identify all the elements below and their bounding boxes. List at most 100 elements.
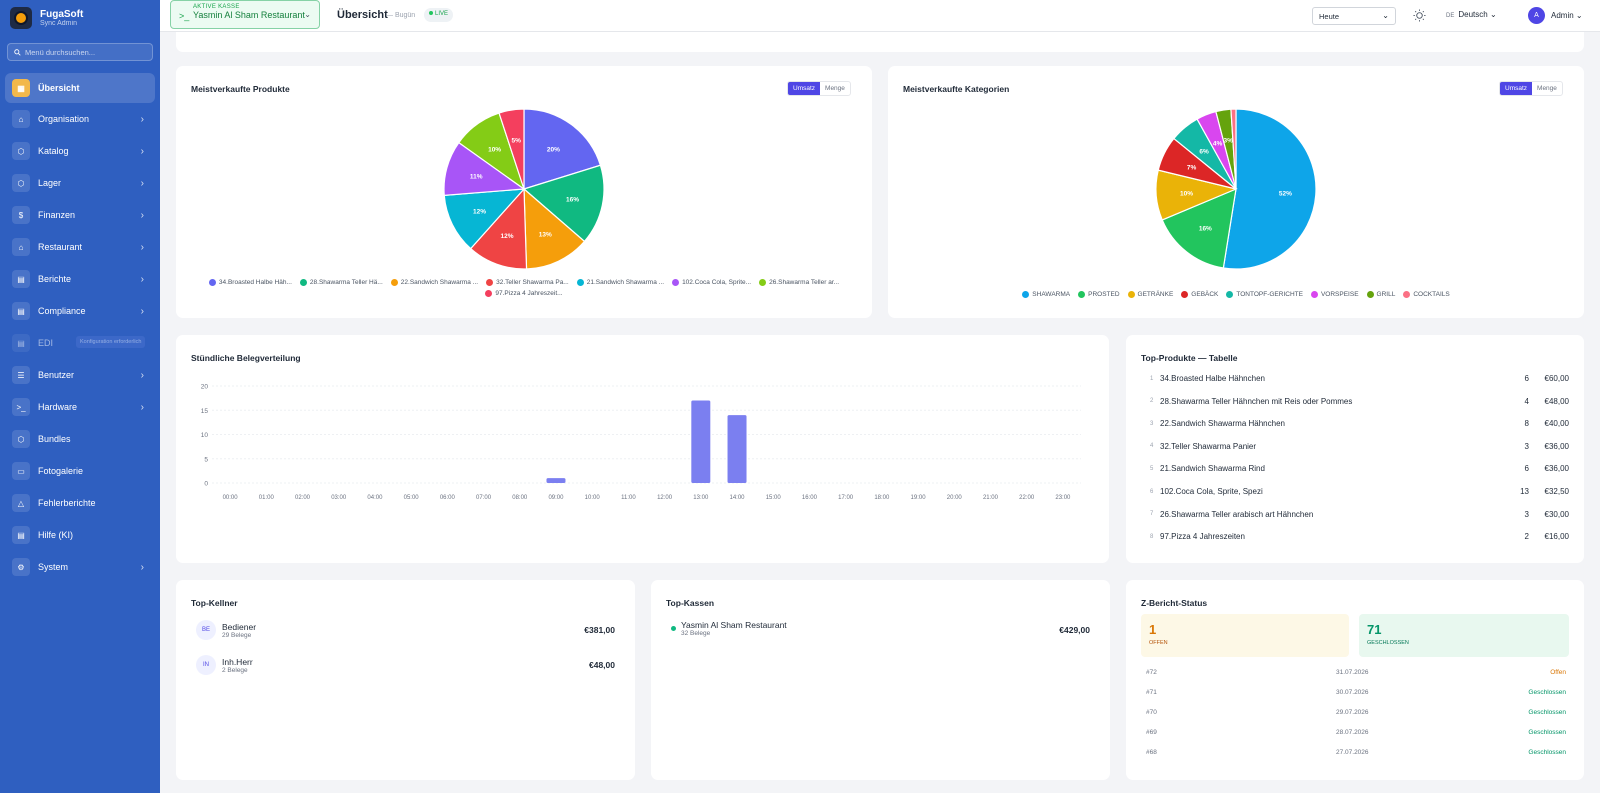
legend-label: VORSPEISE: [1320, 291, 1359, 298]
x-tick-label: 03:00: [331, 495, 347, 501]
summary-strip-card: [176, 32, 1584, 52]
sidebar-item-label: Organisation: [38, 114, 90, 124]
x-tick-label: 07:00: [476, 495, 492, 501]
legend-label: 34.Broasted Halbe Häh...: [218, 279, 292, 286]
chevron-right-icon: ›: [140, 273, 144, 285]
register-row[interactable]: Yasmin Al Sham Restaurant 32 Belege: [671, 620, 787, 637]
legend-item[interactable]: GETRÄNKE: [1127, 291, 1173, 298]
sidebar-item-benutzer[interactable]: ☰ Benutzer ›: [0, 359, 160, 391]
categories-legend: SHAWARMA PROSTED GETRÄNKE GEBÄCK TONTOPF-GER…: [908, 291, 1564, 298]
dollar-icon: $: [12, 206, 30, 224]
language-code: DE: [1446, 13, 1455, 19]
z-report-date: 31.07.2026: [1336, 669, 1369, 676]
legend-swatch: [1181, 291, 1189, 298]
sidebar-item-restaurant[interactable]: ⌂ Restaurant ›: [0, 231, 160, 263]
legend-item[interactable]: SHAWARMA: [1022, 291, 1070, 298]
table-row[interactable]: 6 102.Coca Cola, Sprite, Spezi 13 €32,50: [1141, 487, 1569, 496]
row-rank: 7: [1150, 511, 1154, 518]
table-row[interactable]: 1 34.Broasted Halbe Hähnchen 6 €60,00: [1141, 374, 1569, 383]
sidebar-item-label: Katalog: [38, 146, 69, 156]
metric-toggle[interactable]: Umsatz Menge: [787, 81, 851, 96]
pie-slice[interactable]: [523, 187, 586, 270]
pie-slice[interactable]: [1230, 108, 1237, 190]
pie-slice[interactable]: [1222, 108, 1317, 270]
legend-item[interactable]: 97.Pizza 4 Jahreszeit...: [485, 290, 563, 297]
sidebar-item-edi[interactable]: ▤ EDI Konfiguration erforderlich: [0, 327, 160, 359]
active-register-select[interactable]: >_ AKTIVE KASSE Yasmin Al Sham Restauran…: [170, 0, 320, 29]
legend-item[interactable]: 102.Coca Cola, Sprite...: [672, 279, 751, 286]
document-icon: ▤: [12, 302, 30, 320]
pie-slice-label: 16%: [566, 197, 579, 204]
product-name: 26.Shawarma Teller arabisch art Hähnchen: [1160, 509, 1314, 519]
menu-search-input[interactable]: Menü durchsuchen...: [7, 43, 153, 61]
live-label: LIVE: [435, 11, 449, 17]
box-icon: ⬡: [12, 142, 30, 160]
sidebar-item-finanzen[interactable]: $ Finanzen ›: [0, 199, 160, 231]
pie-slice[interactable]: [522, 164, 605, 243]
pie-slice[interactable]: [443, 188, 526, 250]
sidebar-item-system[interactable]: ⚙ System ›: [0, 551, 160, 583]
sidebar-item-hilfe-ki[interactable]: ▤ Hilfe (KI): [0, 519, 160, 551]
waiter-row[interactable]: IN Inh.Herr 2 Belege: [196, 655, 253, 675]
pie-slice[interactable]: [1161, 188, 1237, 269]
waiter-row[interactable]: BE Bediener 29 Belege: [196, 620, 256, 640]
grid-icon: ▦: [12, 79, 30, 97]
sidebar-item-organisation[interactable]: ⌂ Organisation ›: [0, 103, 160, 135]
pie-slice[interactable]: [498, 108, 525, 190]
top-registers-card: Top-Kassen Yasmin Al Sham Restaurant 32 B…: [651, 580, 1110, 780]
table-row[interactable]: 8 97.Pizza 4 Jahreszeiten 2 €16,00: [1141, 532, 1569, 541]
table-row[interactable]: 4 32.Teller Shawarma Panier 3 €36,00: [1141, 442, 1569, 451]
sidebar-item-lager[interactable]: ⬡ Lager ›: [0, 167, 160, 199]
sidebar-item-fotogalerie[interactable]: ▭ Fotogalerie: [0, 455, 160, 487]
period-select[interactable]: Heute ⌄: [1312, 7, 1396, 25]
product-name: 32.Teller Shawarma Panier: [1160, 441, 1257, 451]
legend-item[interactable]: COCKTAILS: [1403, 291, 1450, 298]
x-tick-label: 21:00: [983, 495, 999, 501]
toggle-umsatz[interactable]: Umsatz: [788, 82, 821, 95]
x-tick-label: 20:00: [947, 495, 963, 501]
language-select[interactable]: DE Deutsch ⌄: [1446, 10, 1497, 19]
brand-logo: [10, 7, 32, 29]
sidebar-item-compliance[interactable]: ▤ Compliance ›: [0, 295, 160, 327]
theme-toggle-sun-icon[interactable]: [1413, 9, 1426, 22]
brand[interactable]: FugaSoft Sync Admin: [0, 0, 160, 36]
legend-item[interactable]: 26.Shawarma Teller ar...: [759, 279, 839, 286]
legend-item[interactable]: GEBÄCK: [1181, 291, 1218, 298]
z-report-date: 27.07.2026: [1336, 749, 1369, 756]
toggle-umsatz[interactable]: Umsatz: [1500, 82, 1533, 95]
sidebar-item-bundles[interactable]: ⬡ Bundles: [0, 423, 160, 455]
toggle-menge[interactable]: Menge: [1537, 85, 1557, 92]
hour-bar[interactable]: [546, 478, 566, 483]
pie-slice[interactable]: [469, 187, 528, 270]
legend-item[interactable]: GRILL: [1366, 291, 1395, 298]
legend-item[interactable]: 21.Sandwich Shawarma ...: [576, 279, 664, 286]
legend-item[interactable]: 34.Broasted Halbe Häh...: [208, 279, 292, 286]
pie-slice[interactable]: [523, 108, 602, 190]
sidebar-item-hardware[interactable]: >_ Hardware ›: [0, 391, 160, 423]
sidebar-item-fehlerberichte[interactable]: △ Fehlerberichte: [0, 487, 160, 519]
sidebar-item-berichte[interactable]: ▤ Berichte ›: [0, 263, 160, 295]
table-row[interactable]: 7 26.Shawarma Teller arabisch art Hähnche…: [1141, 510, 1569, 519]
hour-bar[interactable]: [691, 400, 711, 483]
chevron-down-icon: ⌄: [1489, 10, 1497, 19]
table-row[interactable]: 5 21.Sandwich Shawarma Rind 6 €36,00: [1141, 464, 1569, 473]
pie-slice-label: 7%: [1187, 164, 1197, 171]
pie-slice-label: 20%: [547, 147, 560, 154]
legend-label: COCKTAILS: [1413, 291, 1450, 298]
legend-item[interactable]: VORSPEISE: [1310, 291, 1359, 298]
legend-item[interactable]: 32.Teller Shawarma Pa...: [486, 279, 569, 286]
brand-name: FugaSoft: [40, 8, 84, 20]
metric-toggle[interactable]: Umsatz Menge: [1499, 81, 1563, 96]
user-menu[interactable]: A Admin ⌄: [1528, 7, 1583, 24]
legend-item[interactable]: 22.Sandwich Shawarma ...: [390, 279, 478, 286]
legend-item[interactable]: 28.Shawarma Teller Hä...: [299, 279, 383, 286]
toggle-menge[interactable]: Menge: [825, 85, 845, 92]
table-row[interactable]: 3 22.Sandwich Shawarma Hähnchen 8 €40,00: [1141, 419, 1569, 428]
sidebar-item-übersicht[interactable]: ▦ Übersicht: [5, 73, 155, 103]
legend-item[interactable]: TONTOPF-GERICHTE: [1226, 291, 1303, 298]
sidebar-item-katalog[interactable]: ⬡ Katalog ›: [0, 135, 160, 167]
x-tick-label: 14:00: [730, 495, 746, 501]
legend-item[interactable]: PROSTED: [1078, 291, 1120, 298]
table-row[interactable]: 2 28.Shawarma Teller Hähnchen mit Reis od…: [1141, 397, 1569, 406]
hour-bar[interactable]: [727, 415, 747, 483]
